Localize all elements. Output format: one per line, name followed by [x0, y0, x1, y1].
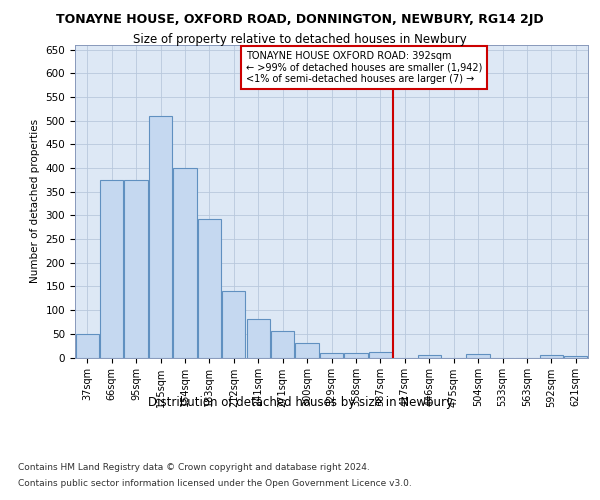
- Text: Distribution of detached houses by size in Newbury: Distribution of detached houses by size …: [148, 396, 452, 409]
- Bar: [418, 355, 441, 358]
- Bar: [149, 116, 172, 358]
- Bar: [540, 355, 563, 358]
- Bar: [76, 334, 99, 357]
- Bar: [271, 332, 294, 357]
- Text: TONAYNE HOUSE, OXFORD ROAD, DONNINGTON, NEWBURY, RG14 2JD: TONAYNE HOUSE, OXFORD ROAD, DONNINGTON, …: [56, 12, 544, 26]
- Bar: [320, 353, 343, 358]
- Bar: [247, 318, 270, 358]
- Bar: [564, 356, 587, 358]
- Bar: [124, 180, 148, 358]
- Bar: [173, 168, 197, 358]
- Bar: [222, 291, 245, 358]
- Text: Size of property relative to detached houses in Newbury: Size of property relative to detached ho…: [133, 32, 467, 46]
- Bar: [100, 180, 123, 358]
- Bar: [295, 344, 319, 357]
- Bar: [369, 352, 392, 358]
- Bar: [344, 353, 368, 358]
- Text: TONAYNE HOUSE OXFORD ROAD: 392sqm
← >99% of detached houses are smaller (1,942)
: TONAYNE HOUSE OXFORD ROAD: 392sqm ← >99%…: [246, 50, 482, 84]
- Bar: [466, 354, 490, 358]
- Text: Contains HM Land Registry data © Crown copyright and database right 2024.: Contains HM Land Registry data © Crown c…: [18, 462, 370, 471]
- Bar: [198, 219, 221, 358]
- Y-axis label: Number of detached properties: Number of detached properties: [30, 119, 40, 284]
- Text: Contains public sector information licensed under the Open Government Licence v3: Contains public sector information licen…: [18, 479, 412, 488]
